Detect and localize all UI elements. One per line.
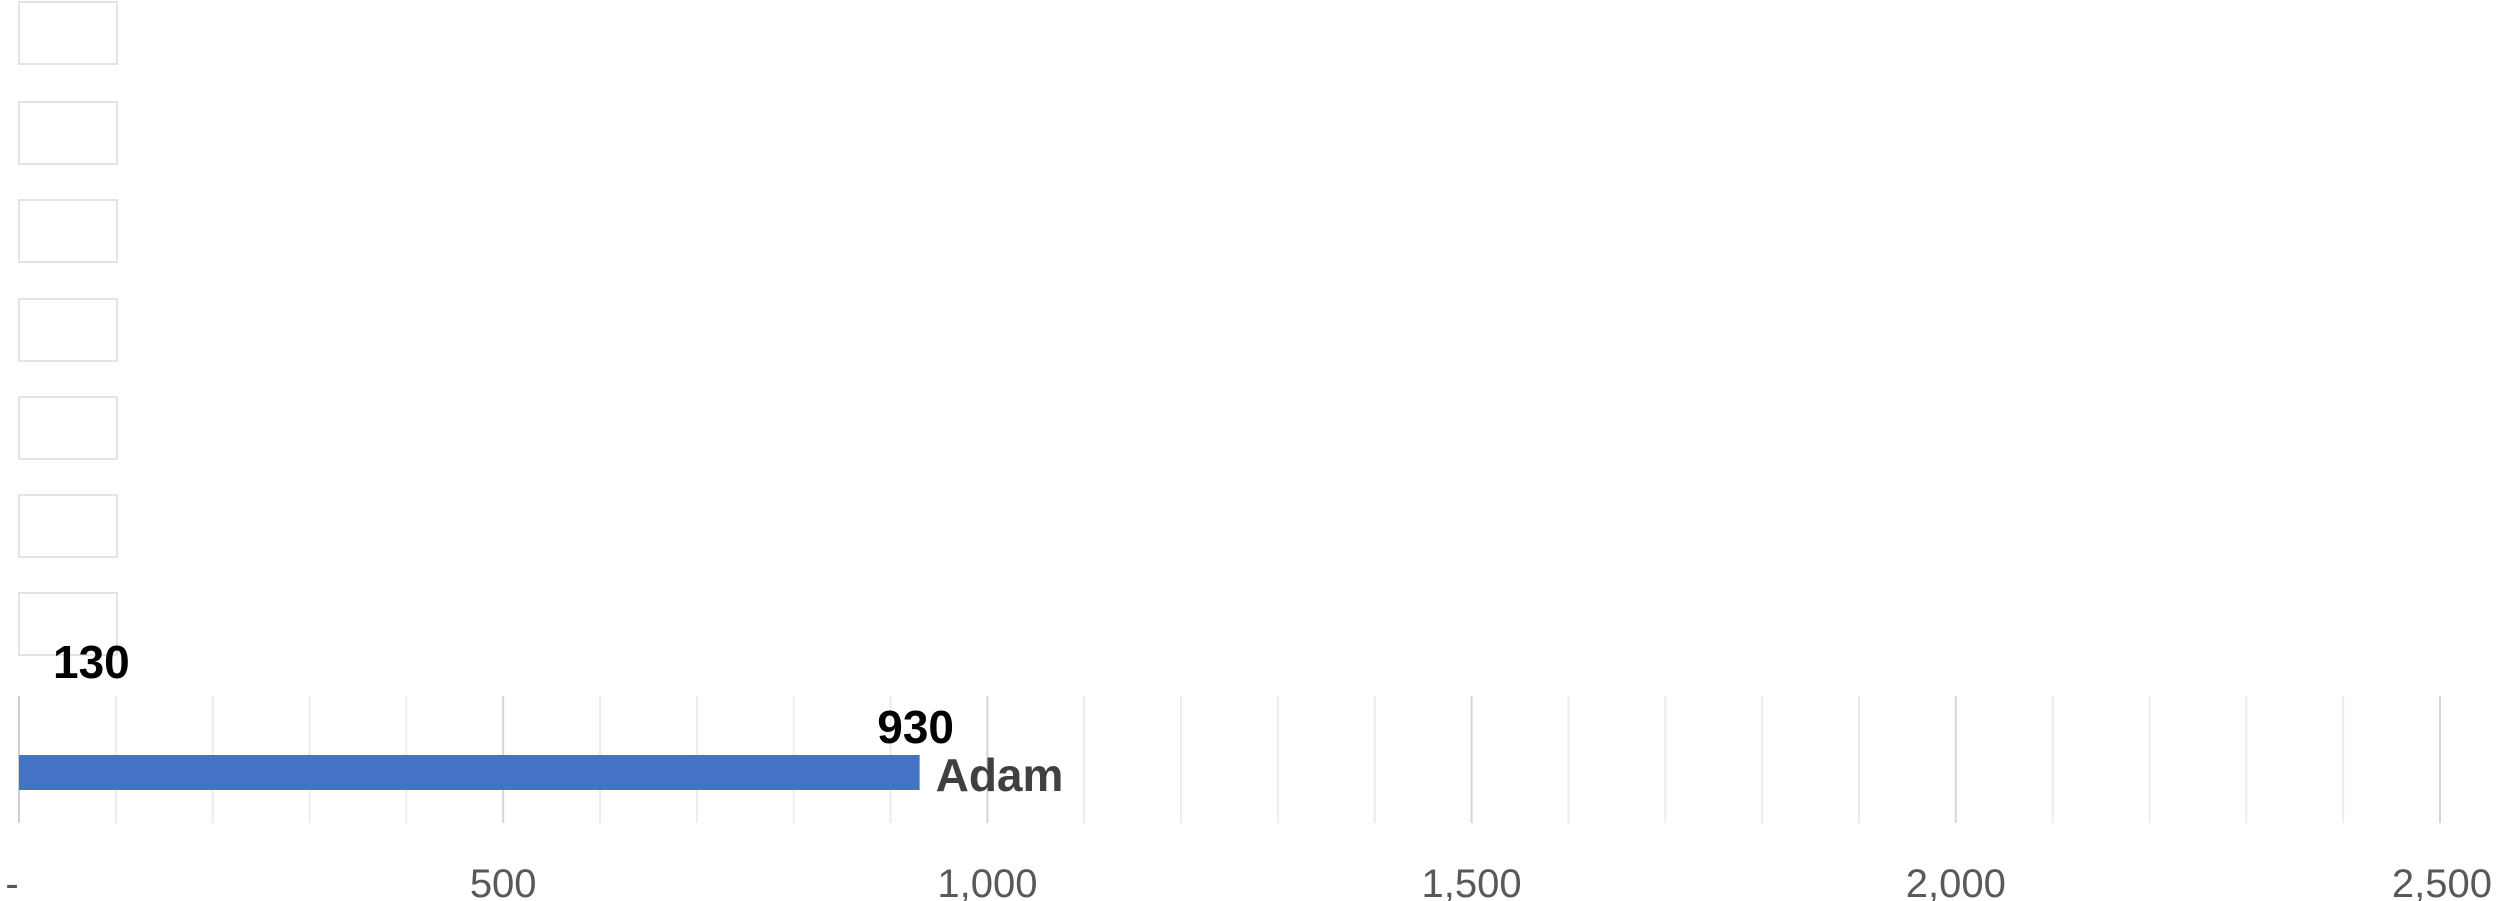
bar-value-label: 930 — [877, 701, 954, 753]
bar-category-label: Adam — [936, 749, 1064, 801]
panel-frame-5 — [18, 396, 118, 460]
x-tick-label-2000: 2,000 — [1906, 862, 2006, 901]
panel-frame-3 — [18, 199, 118, 263]
panel-frame-6 — [18, 494, 118, 558]
upper-panel-frames — [18, 1, 118, 656]
panel-frame-7 — [18, 592, 118, 656]
bars-group — [19, 755, 920, 790]
x-tick-label-1500: 1,500 — [1422, 862, 1522, 901]
annotation-label-1: 130 — [53, 636, 130, 688]
panel-frame-1 — [18, 1, 118, 65]
bar-adam — [19, 755, 920, 790]
x-tick-label-1000: 1,000 — [937, 862, 1037, 901]
minor-gridlines — [114, 696, 2345, 823]
x-tick-label-0: - — [5, 862, 18, 901]
panel-frame-4 — [18, 298, 118, 362]
panel-frame-2 — [18, 101, 118, 165]
x-tick-label-2500: 2,500 — [2392, 862, 2492, 901]
x-axis-tick-labels: - 500 1,000 1,500 2,000 2,500 — [5, 862, 2492, 901]
x-tick-label-500: 500 — [470, 862, 537, 901]
